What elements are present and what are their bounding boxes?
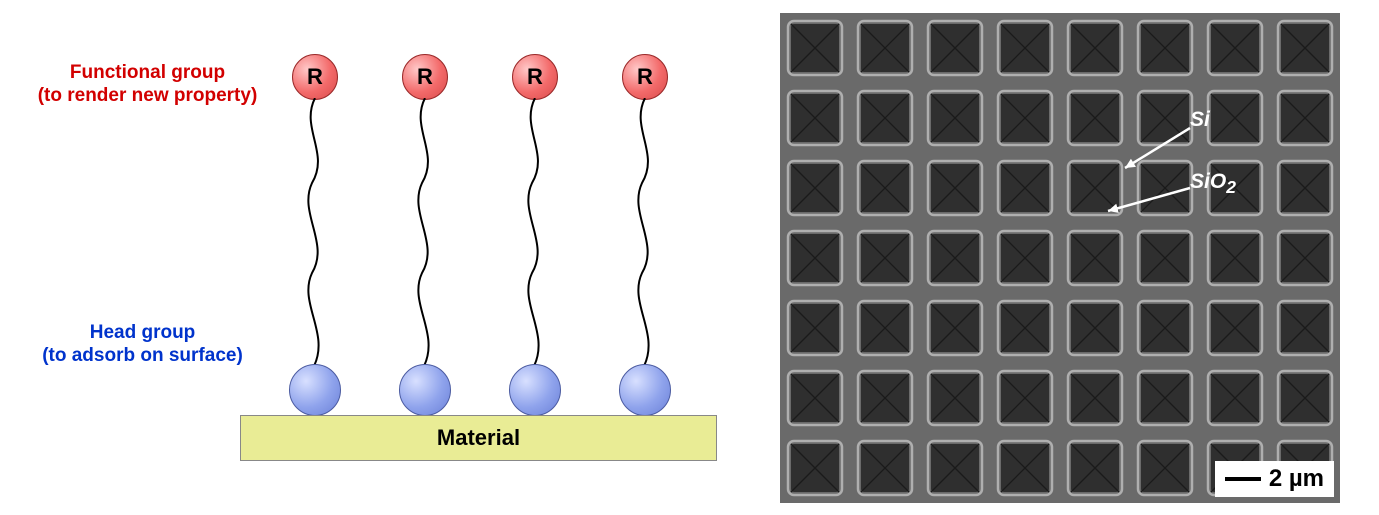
functional-group-ball: R [292, 54, 338, 100]
functional-group-ball: R [622, 54, 668, 100]
functional-label-line1: Functional group [70, 62, 225, 83]
head-group-ball [619, 364, 671, 416]
si-label-text: Si [1190, 108, 1210, 131]
alkyl-chain [390, 98, 460, 366]
sem-panel: Si SiO2 2 µm [780, 13, 1340, 503]
alkyl-chain [280, 98, 350, 366]
head-group-ball [509, 364, 561, 416]
molecule: R [280, 54, 350, 416]
functional-group-label: Functional group (to render new property… [20, 62, 275, 108]
scale-text: 2 µm [1269, 465, 1324, 493]
molecule-row: RRRR [260, 54, 700, 416]
scale-bar: 2 µm [1215, 461, 1334, 497]
sio2-label-sub: 2 [1226, 177, 1236, 197]
head-group-label: Head group (to adsorb on surface) [20, 322, 265, 368]
molecule: R [610, 54, 680, 416]
si-label: Si [1190, 108, 1210, 132]
sem-image [780, 13, 1340, 503]
head-label-line1: Head group [90, 322, 196, 343]
schematic-panel: Functional group (to render new property… [20, 20, 740, 495]
head-group-ball [399, 364, 451, 416]
alkyl-chain [500, 98, 570, 366]
alkyl-chain [610, 98, 680, 366]
material-label: Material [437, 425, 520, 451]
head-label-line2: (to adsorb on surface) [42, 345, 243, 366]
scale-line [1225, 477, 1261, 481]
sio2-label-prefix: SiO [1190, 170, 1226, 193]
head-group-ball [289, 364, 341, 416]
molecule: R [500, 54, 570, 416]
functional-group-ball: R [512, 54, 558, 100]
sio2-label: SiO2 [1190, 170, 1236, 198]
functional-group-ball: R [402, 54, 448, 100]
molecule: R [390, 54, 460, 416]
functional-label-line2: (to render new property) [38, 85, 258, 106]
material-bar: Material [240, 415, 717, 461]
